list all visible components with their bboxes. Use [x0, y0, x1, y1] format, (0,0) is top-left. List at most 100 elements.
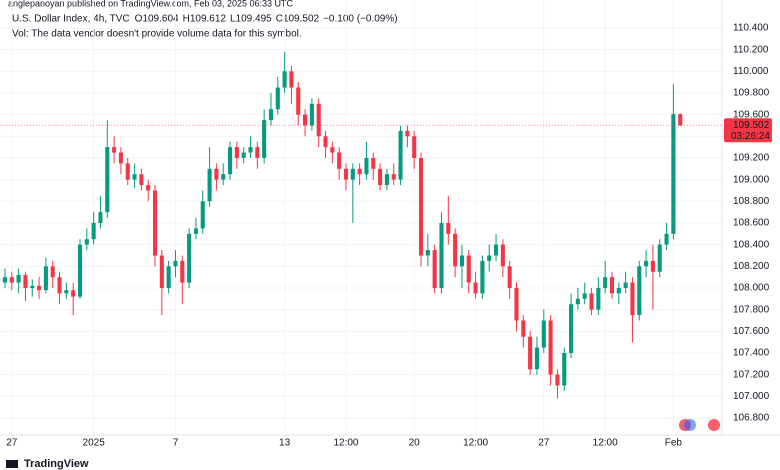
- candle-body: [589, 293, 594, 310]
- candle-body: [234, 147, 239, 158]
- legend-text: 109.612: [190, 14, 227, 25]
- candle-body: [541, 320, 546, 348]
- candle-body: [84, 239, 89, 245]
- legend-text: C: [276, 14, 283, 25]
- y-tick-label: 107.400: [733, 348, 770, 359]
- candle-body: [77, 244, 83, 297]
- candle-body: [664, 233, 669, 245]
- x-tick-label: 13: [279, 438, 291, 449]
- legend-text: 109.495: [236, 14, 273, 25]
- candle-body: [548, 320, 553, 375]
- candle-body: [514, 287, 519, 321]
- candle-body: [9, 277, 14, 283]
- candle-body: [337, 152, 342, 169]
- y-tick-label: 110.200: [733, 44, 769, 55]
- x-tick-label: 12:00: [463, 438, 488, 449]
- countdown-label: 03:26:24: [731, 131, 770, 142]
- candle-body: [173, 260, 178, 267]
- y-tick-label: 108.000: [733, 283, 770, 294]
- candle-body: [268, 109, 274, 121]
- y-tick-label: 109.800: [733, 88, 770, 99]
- legend: U.S. Dollar Index, 4h, TVC O 109.604 H 109.6…: [12, 14, 398, 25]
- candle-body: [241, 152, 246, 158]
- candle-body: [644, 260, 649, 267]
- candle-body: [473, 282, 478, 294]
- candle-body: [678, 114, 683, 126]
- candle-body: [575, 298, 580, 305]
- candle-body: [507, 266, 512, 288]
- x-tick-label: 12:00: [333, 438, 358, 449]
- legend-text: L: [230, 14, 236, 25]
- timezone-icons: [679, 419, 720, 431]
- candle-body: [555, 374, 560, 386]
- x-tick-label: 27: [538, 438, 550, 449]
- candle-body: [371, 157, 376, 169]
- candle-body: [418, 157, 424, 256]
- candle-body: [296, 87, 301, 115]
- candle-body: [30, 285, 35, 288]
- candle-body: [391, 174, 396, 180]
- candle-body: [146, 185, 151, 191]
- candle-body: [71, 290, 76, 297]
- y-tick-label: 108.600: [733, 218, 770, 229]
- legend-text: 109.604: [142, 14, 179, 25]
- candle-body: [282, 71, 287, 88]
- legend-text: U.S. Dollar Index, 4h, TVC: [12, 14, 130, 25]
- y-tick-label: 109.000: [733, 174, 770, 185]
- candle-body: [623, 282, 628, 288]
- candle-body: [350, 168, 355, 180]
- candle-body: [603, 277, 608, 288]
- candle-body: [459, 255, 464, 267]
- candle-body: [405, 130, 410, 137]
- candle-body: [193, 228, 198, 234]
- y-tick-label: 108.400: [733, 239, 770, 250]
- candle-body: [398, 130, 403, 180]
- y-tick-label: 108.200: [733, 261, 770, 272]
- candle-body: [425, 250, 430, 256]
- legend-text: H: [183, 14, 190, 25]
- candle-body: [16, 274, 21, 283]
- y-tick-label: 107.000: [733, 391, 770, 402]
- legend-text: −0.100 (−0.09%): [323, 14, 398, 25]
- candle-body: [139, 174, 144, 186]
- candle-body: [275, 87, 280, 110]
- brand-logo: [6, 460, 18, 468]
- candle-body: [289, 71, 294, 88]
- x-tick-label: 7: [173, 438, 179, 449]
- candle-body: [159, 255, 164, 288]
- candle-body: [378, 168, 383, 186]
- candle-body: [105, 147, 110, 213]
- candle-body: [118, 152, 123, 164]
- x-tick-label: 12:00: [593, 438, 618, 449]
- candle-body: [616, 287, 621, 294]
- candle-body: [582, 293, 587, 299]
- candle-body: [152, 190, 158, 256]
- candle-body: [228, 147, 233, 175]
- candle-body: [112, 147, 117, 153]
- x-tick-label: 20: [409, 438, 421, 449]
- last-price-label: 109.502: [733, 120, 770, 131]
- candle-body: [323, 136, 328, 148]
- legend-text: 109.502: [283, 14, 320, 25]
- candle-body: [262, 120, 267, 158]
- candle-body: [637, 266, 642, 316]
- candle-body: [439, 222, 444, 288]
- candle-body: [357, 168, 362, 175]
- candle-body: [609, 277, 615, 294]
- candle-body: [630, 282, 635, 316]
- y-tick-label: 110.000: [733, 66, 769, 77]
- candle-body: [166, 266, 171, 288]
- candle-body: [493, 244, 499, 256]
- candle-body: [125, 163, 130, 180]
- candle-body: [316, 103, 321, 137]
- candle-body: [650, 260, 655, 272]
- candle-body: [91, 222, 96, 240]
- candle-body: [562, 352, 567, 386]
- candle-body: [446, 222, 451, 234]
- brand: TradingView: [24, 458, 89, 470]
- candle-body: [657, 244, 662, 272]
- legend-text: O: [135, 14, 143, 25]
- candle-body: [466, 255, 471, 283]
